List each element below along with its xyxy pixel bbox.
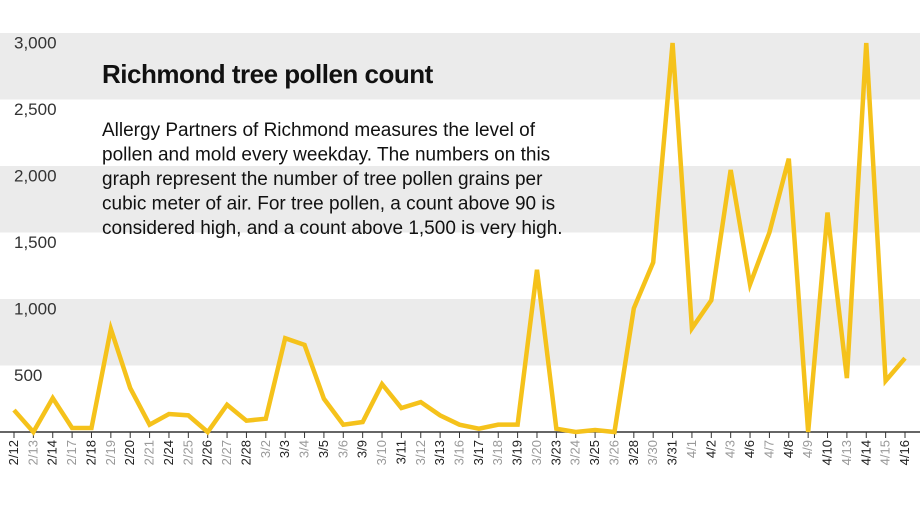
grid-band <box>0 33 920 100</box>
chart-title: Richmond tree pollen count <box>102 59 434 89</box>
subtitle-line: pollen and mold every weekday. The numbe… <box>102 145 550 166</box>
x-tick-label: 4/10 <box>820 440 835 465</box>
x-tick-label: 3/19 <box>510 440 525 465</box>
x-tick-label: 3/30 <box>645 440 660 465</box>
x-tick-label: 3/2 <box>258 440 273 458</box>
x-tick-label: 2/13 <box>25 440 40 465</box>
x-tick-label: 4/3 <box>723 440 738 458</box>
x-tick-label: 3/16 <box>452 440 467 465</box>
subtitle-line: graph represent the number of tree polle… <box>102 169 543 190</box>
x-tick-label: 2/14 <box>45 440 60 465</box>
grid-band <box>0 299 920 366</box>
x-tick-label: 2/25 <box>180 440 195 465</box>
x-tick-label: 3/28 <box>626 440 641 465</box>
grid-band <box>0 166 920 233</box>
series-line <box>12 42 907 436</box>
x-tick-label: 2/21 <box>142 440 157 465</box>
x-tick-label: 3/6 <box>335 440 350 458</box>
x-tick-label: 4/9 <box>800 440 815 458</box>
x-tick-label: 4/16 <box>897 440 912 465</box>
x-tick-label: 4/15 <box>878 440 893 465</box>
x-tick-label: 3/9 <box>355 440 370 458</box>
x-tick-label: 3/23 <box>548 440 563 465</box>
x-tick-label: 4/8 <box>781 440 796 458</box>
subtitle-line: Allergy Partners of Richmond measures th… <box>102 120 536 141</box>
x-tick-label: 3/26 <box>606 440 621 465</box>
x-tick-label: 3/20 <box>529 440 544 465</box>
x-tick-label: 3/4 <box>297 440 312 458</box>
x-tick-label: 2/28 <box>238 440 253 465</box>
x-tick-label: 4/2 <box>703 440 718 458</box>
x-tick-label: 4/7 <box>761 440 776 458</box>
subtitle-line: considered high, and a count above 1,500… <box>102 218 563 239</box>
x-tick-label: 4/1 <box>684 440 699 458</box>
x-tick-label: 2/18 <box>83 440 98 465</box>
x-tick-label: 3/10 <box>374 440 389 465</box>
x-tick-label: 4/6 <box>742 440 757 458</box>
y-tick-label: 500 <box>14 366 42 385</box>
bands <box>0 33 920 366</box>
y-tick-label: 1,000 <box>14 299 57 318</box>
subtitle-line: cubic meter of air. For tree pollen, a c… <box>102 194 555 215</box>
y-tick-label: 3,000 <box>14 33 57 52</box>
x-tick-label: 3/3 <box>277 440 292 458</box>
x-tick-label: 2/17 <box>64 440 79 465</box>
x-tick-label: 3/25 <box>587 440 602 465</box>
x-tick-label: 2/12 <box>6 440 21 465</box>
x-tick-label: 2/26 <box>200 440 215 465</box>
x-tick-label: 3/24 <box>568 440 583 465</box>
x-tick-label: 4/14 <box>858 440 873 465</box>
y-tick-label: 2,000 <box>14 166 57 185</box>
x-tick-label: 2/19 <box>103 440 118 465</box>
y-tick-label: 2,500 <box>14 100 57 119</box>
x-tick-label: 3/5 <box>316 440 331 458</box>
x-tick-label: 2/24 <box>161 440 176 465</box>
x-tick-label: 3/12 <box>413 440 428 465</box>
x-tick-label: 2/27 <box>219 440 234 465</box>
x-tick-label: 2/20 <box>122 440 137 465</box>
x-tick-label: 4/13 <box>839 440 854 465</box>
x-tick-label: 3/31 <box>665 440 680 465</box>
subtitle: Allergy Partners of Richmond measures th… <box>102 120 563 239</box>
y-tick-label: 1,500 <box>14 233 57 252</box>
x-tick-label: 3/18 <box>490 440 505 465</box>
x-tick-label: 3/13 <box>432 440 447 465</box>
x-tick-label: 3/11 <box>393 440 408 464</box>
x-tick-label: 3/17 <box>471 440 486 465</box>
